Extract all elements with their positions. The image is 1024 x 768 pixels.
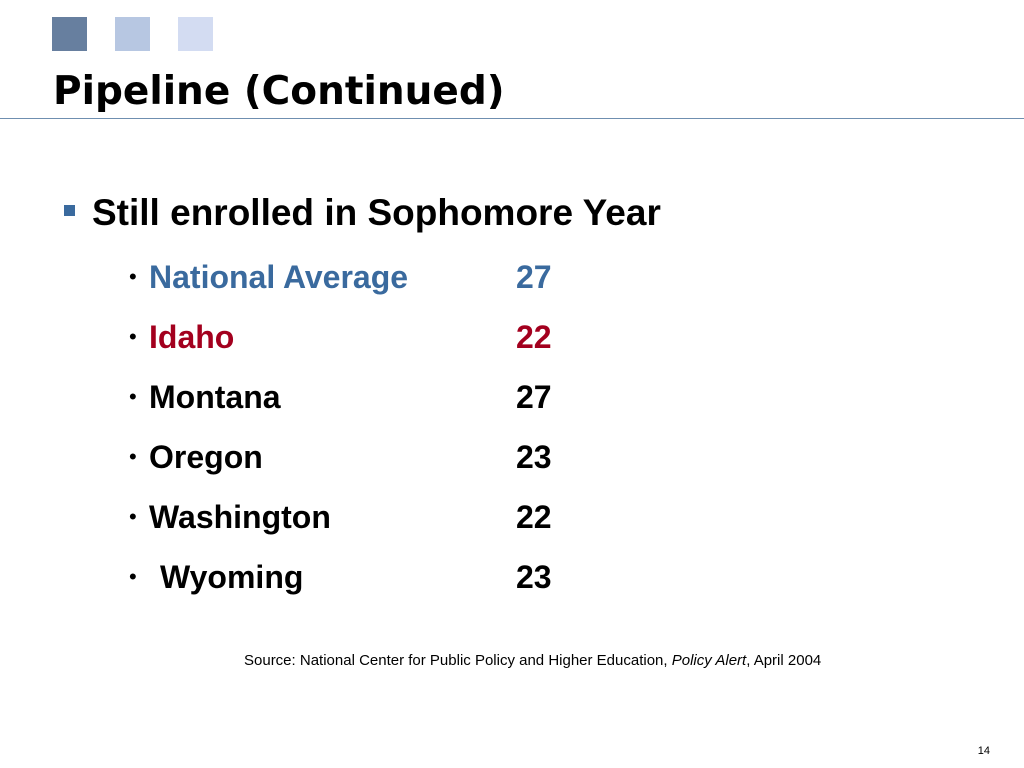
- list-item-oregon: • Oregon 23: [0, 435, 700, 479]
- round-bullet-icon: •: [129, 564, 137, 589]
- item-value: 23: [516, 439, 552, 475]
- source-suffix: , April 2004: [746, 652, 822, 669]
- item-value: 27: [516, 259, 552, 295]
- list-item-idaho: • Idaho 22: [0, 315, 700, 359]
- item-value: 22: [516, 499, 552, 535]
- item-label: Idaho: [149, 319, 235, 355]
- title-divider: [0, 118, 1024, 119]
- item-value: 22: [516, 319, 552, 355]
- item-label: National Average: [149, 259, 409, 295]
- list-item-wyoming: • Wyoming 23: [0, 555, 700, 599]
- square-bullet-icon: [64, 205, 75, 216]
- item-label: Montana: [149, 379, 281, 415]
- round-bullet-icon: •: [129, 504, 137, 529]
- source-prefix: Source: National Center for Public Polic…: [244, 652, 672, 669]
- item-label: Oregon: [149, 439, 263, 475]
- item-label: Wyoming: [160, 559, 304, 595]
- item-value: 23: [516, 559, 552, 595]
- slide-title: Pipeline (Continued): [53, 69, 505, 114]
- source-citation: Source: National Center for Public Polic…: [244, 652, 821, 670]
- item-label: Washington: [149, 499, 331, 535]
- decorative-square-1: [52, 17, 87, 51]
- main-bullet-text: Still enrolled in Sophomore Year: [92, 192, 661, 233]
- decorative-square-2: [115, 17, 150, 51]
- item-value: 27: [516, 379, 552, 415]
- list-item-national-average: • National Average 27: [0, 255, 700, 299]
- list-item-montana: • Montana 27: [0, 375, 700, 419]
- source-publication: Policy Alert: [671, 652, 747, 669]
- list-item-washington: • Washington 22: [0, 495, 700, 539]
- round-bullet-icon: •: [129, 324, 137, 349]
- decorative-square-3: [178, 17, 213, 51]
- page-number: 14: [977, 745, 990, 757]
- round-bullet-icon: •: [129, 444, 137, 469]
- round-bullet-icon: •: [129, 264, 137, 289]
- round-bullet-icon: •: [129, 384, 137, 409]
